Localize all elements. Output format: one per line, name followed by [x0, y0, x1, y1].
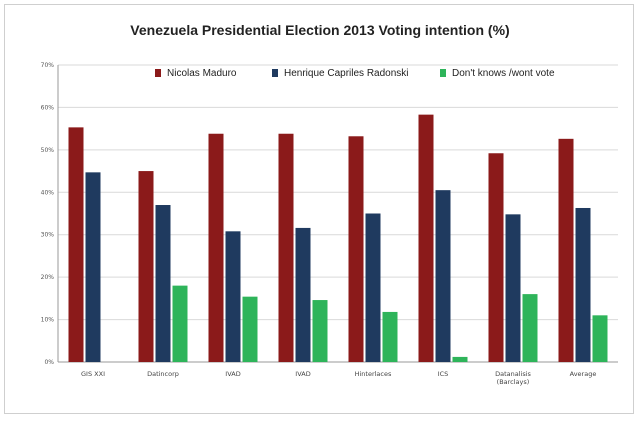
x-tick-label: Datanalisis — [495, 370, 531, 378]
y-tick-label: 0% — [44, 359, 54, 366]
legend-label: Nicolas Maduro — [167, 68, 237, 79]
y-tick-label: 20% — [41, 274, 55, 281]
bar — [172, 285, 188, 362]
bar — [312, 300, 328, 362]
legend-label: Henrique Capriles Radonski — [284, 68, 409, 79]
y-tick-label: 60% — [41, 104, 55, 111]
legend-label: Don't knows /wont vote — [452, 68, 555, 79]
x-tick-label: ICS — [438, 370, 449, 378]
bar — [225, 231, 241, 362]
y-tick-label: 40% — [41, 189, 55, 196]
bar — [435, 190, 451, 362]
x-tick-label: IVAD — [295, 370, 310, 378]
bar — [505, 214, 521, 362]
x-tick-label: IVAD — [225, 370, 240, 378]
bar — [592, 315, 608, 362]
bar — [348, 136, 364, 362]
bar — [452, 356, 468, 362]
legend-swatch — [440, 69, 446, 77]
bar — [242, 296, 258, 362]
bar — [418, 114, 434, 363]
bar — [365, 213, 381, 362]
x-tick-label: (Barclays) — [497, 378, 530, 386]
x-tick-label: GIS XXI — [81, 370, 105, 378]
bar — [85, 172, 101, 362]
bar — [278, 133, 294, 362]
y-tick-label: 50% — [41, 147, 55, 154]
bar — [575, 207, 591, 362]
y-tick-label: 10% — [41, 317, 55, 324]
legend-swatch — [155, 69, 161, 77]
y-tick-label: 70% — [41, 62, 55, 69]
x-tick-label: Datincorp — [147, 370, 179, 378]
x-tick-label: Average — [570, 370, 597, 378]
bar — [295, 227, 311, 362]
bar — [558, 138, 574, 362]
bar — [208, 133, 224, 362]
bar — [382, 311, 398, 362]
chart-title: Venezuela Presidential Election 2013 Vot… — [130, 22, 510, 38]
bar — [155, 205, 171, 362]
bar — [68, 127, 84, 363]
bar — [488, 153, 504, 362]
x-tick-label: Hinterlaces — [355, 370, 392, 378]
bar — [138, 171, 154, 362]
bar — [522, 294, 538, 362]
legend-swatch — [272, 69, 278, 77]
y-tick-label: 30% — [41, 232, 55, 239]
